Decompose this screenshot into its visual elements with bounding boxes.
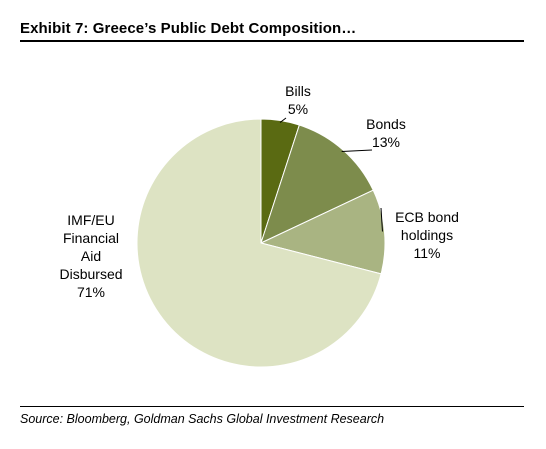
title-divider [20, 40, 524, 42]
pie-slice [260, 124, 374, 244]
slice-value-label: 13% [372, 134, 400, 150]
slice-name-label: Disbursed [59, 266, 122, 282]
slice-name-label: IMF/EU [67, 212, 114, 228]
slice-leader-line [341, 149, 373, 152]
source-divider [20, 406, 524, 407]
slice-label: ECB bond holdings 11% [395, 209, 459, 261]
slice-name-label: Financial [63, 230, 119, 246]
pie-slice [259, 189, 386, 275]
slice-value-label: 71% [77, 284, 105, 300]
slice-leader-line [380, 207, 383, 232]
slice-name-label: holdings [401, 227, 453, 243]
slice-name-label: Aid [81, 248, 101, 264]
slice-label: Bonds 13% [366, 116, 406, 150]
slice-label: Bills 5% [285, 83, 311, 117]
slice-name-label: Bills [285, 83, 311, 99]
slice-value-label: 5% [288, 101, 308, 117]
slice-value-label: 11% [414, 245, 441, 261]
pie-slice [136, 118, 382, 368]
slice-leader-line [279, 117, 287, 123]
slice-name-label: ECB bond [395, 209, 459, 225]
chart-title: Exhibit 7: Greece’s Public Debt Composit… [20, 20, 357, 37]
slice-name-label: Bonds [366, 116, 406, 132]
source-note: Source: Bloomberg, Goldman Sachs Global … [20, 412, 385, 426]
slice-label: IMF/EU Financial Aid Disbursed 71% [59, 212, 122, 300]
